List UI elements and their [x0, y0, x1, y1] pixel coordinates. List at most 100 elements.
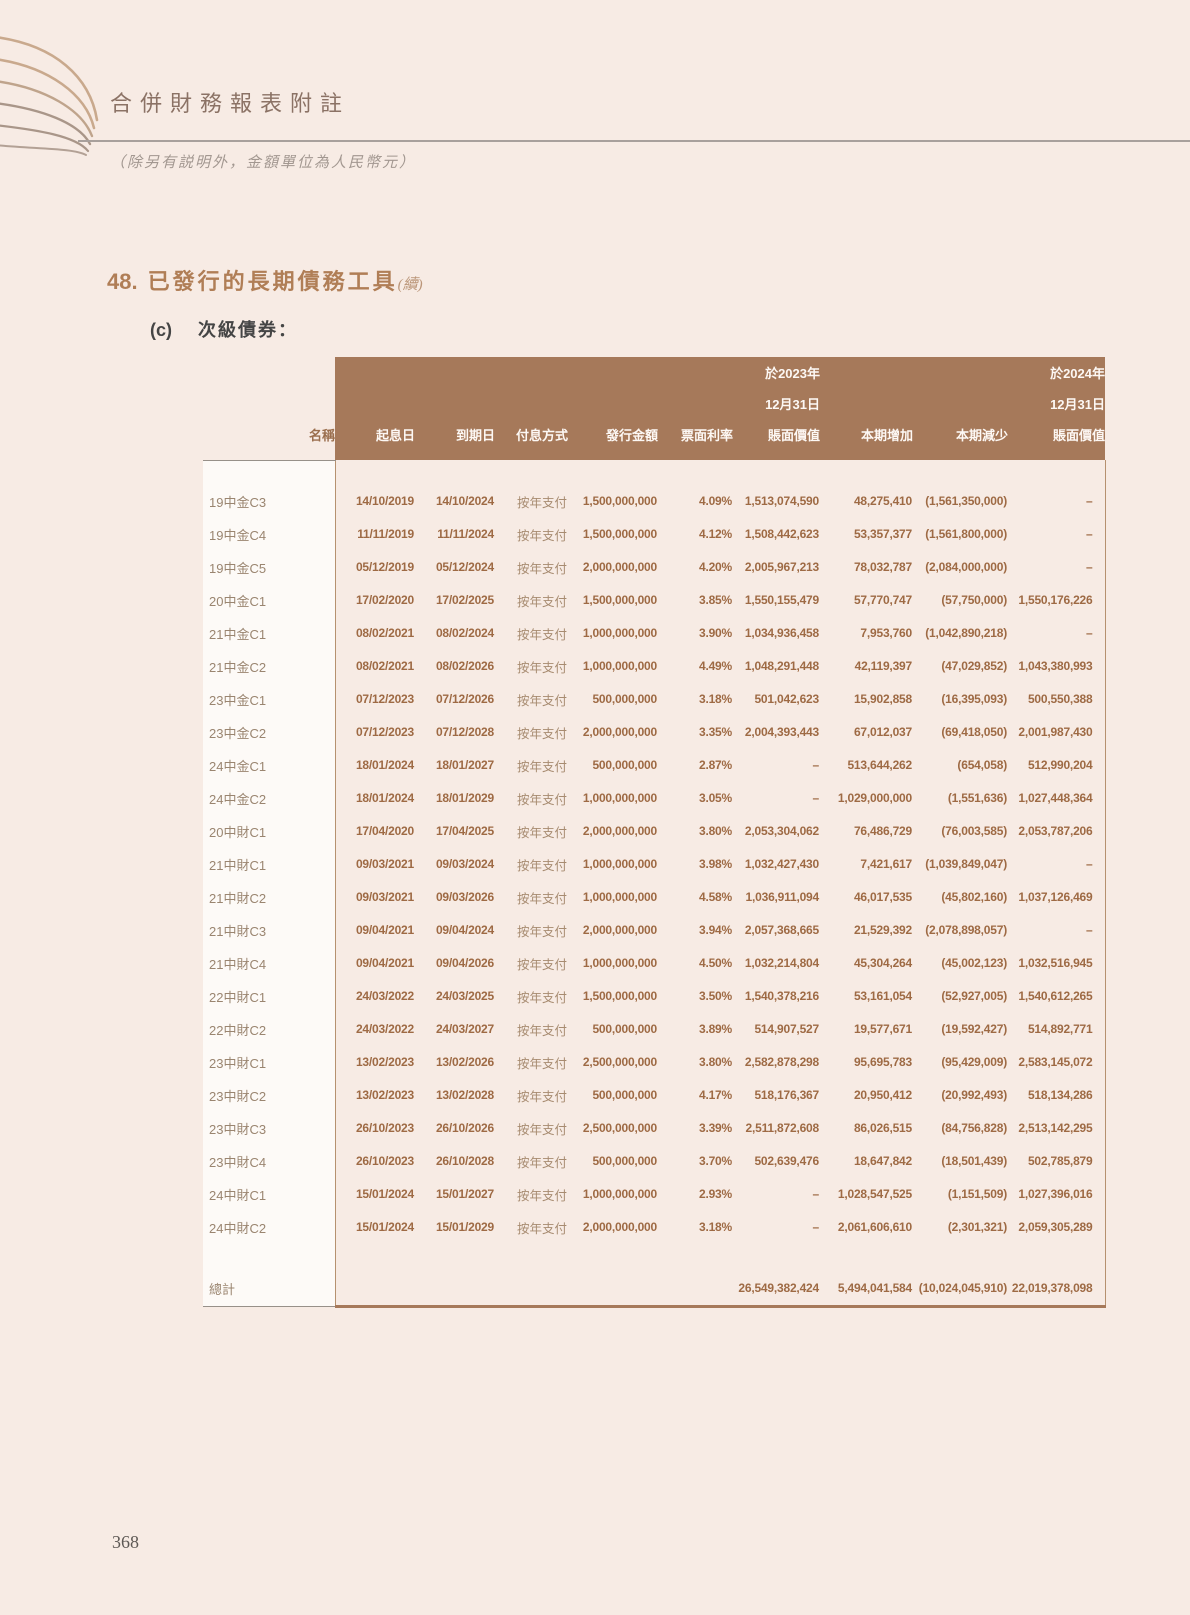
- bond-name-cell: 23中財C4: [203, 1144, 335, 1178]
- value-cell: 3.90%: [698, 626, 732, 640]
- header-coupon-rate: 票面利率: [658, 357, 733, 460]
- bond-name-cell: 23中財C1: [203, 1045, 335, 1079]
- value-cell: 7,953,760: [860, 626, 912, 640]
- subsection-label: (c): [150, 320, 172, 340]
- value-cell: 512,990,204: [1008, 748, 1106, 782]
- value-cell: 按年支付: [516, 1089, 567, 1104]
- value-cell: 09/03/2024: [435, 857, 494, 871]
- value-cell: (18,501,439): [941, 1154, 1007, 1168]
- value-cell: 2,500,000,000: [582, 1055, 657, 1069]
- bond-name-cell: 24中財C1: [203, 1177, 335, 1211]
- value-cell: 46,017,535: [853, 890, 912, 904]
- value-cell: 15/01/2027: [435, 1187, 494, 1201]
- value-cell: 1,500,000,000: [582, 494, 657, 508]
- value-cell: 2,057,368,665: [744, 923, 819, 937]
- value-cell: 14/10/2024: [435, 494, 494, 508]
- page-number: 368: [112, 1532, 139, 1552]
- value-cell: 3.18%: [698, 692, 732, 706]
- table-row: 21中財C3 09/04/2021 09/04/2024 按年支付 2,000,000,…: [203, 913, 1106, 947]
- value-cell: 07/12/2023: [334, 715, 415, 749]
- value-cell: 18,647,842: [853, 1154, 912, 1168]
- value-cell: (1,561,350,000): [925, 494, 1007, 508]
- value-cell: 15/01/2029: [435, 1220, 494, 1234]
- value-cell: 13/02/2028: [435, 1088, 494, 1102]
- value-cell: 1,550,176,226: [1008, 583, 1106, 617]
- value-cell: 18/01/2024: [334, 748, 415, 782]
- bond-name-cell: 23中金C1: [203, 682, 335, 716]
- value-cell: 1,027,448,364: [1008, 781, 1106, 815]
- value-cell: 17/02/2025: [435, 593, 494, 607]
- currency-note: （除另有説明外，金額單位為人民幣元）: [110, 155, 417, 171]
- value-cell: 按年支付: [516, 924, 567, 939]
- value-cell: 3.50%: [698, 989, 732, 1003]
- value-cell: 2,001,987,430: [1008, 715, 1106, 749]
- value-cell: 21,529,392: [853, 923, 912, 937]
- value-cell: 19,577,671: [853, 1022, 912, 1036]
- value-cell: 1,034,936,458: [744, 626, 819, 640]
- value-cell: 2.93%: [698, 1187, 732, 1201]
- value-cell: 08/02/2026: [435, 659, 494, 673]
- value-cell: 18/01/2027: [435, 758, 494, 772]
- value-cell: 500,000,000: [592, 1154, 657, 1168]
- value-cell: 1,500,000,000: [582, 527, 657, 541]
- value-cell: 2,511,872,608: [745, 1121, 820, 1135]
- value-cell: 3.70%: [698, 1154, 732, 1168]
- value-cell: –: [812, 791, 820, 805]
- table-row: 23中財C2 13/02/2023 13/02/2028 按年支付 500,000,00…: [203, 1078, 1106, 1112]
- table-row: 22中財C1 24/03/2022 24/03/2025 按年支付 1,500,000,…: [203, 979, 1106, 1013]
- value-cell: (2,301,321): [947, 1220, 1007, 1234]
- value-cell: (20,992,493): [941, 1088, 1007, 1102]
- value-cell: 4.12%: [698, 527, 732, 541]
- value-cell: 按年支付: [516, 627, 567, 642]
- value-cell: 500,000,000: [592, 692, 657, 706]
- value-cell: 按年支付: [516, 726, 567, 741]
- value-cell: 05/12/2024: [435, 560, 494, 574]
- value-cell: 1,513,074,590: [744, 494, 819, 508]
- value-cell: 2,000,000,000: [582, 824, 657, 838]
- total-decrease: (10,024,045,910): [913, 1270, 1008, 1308]
- value-cell: 1,540,612,265: [1008, 979, 1106, 1013]
- value-cell: 3.98%: [698, 857, 732, 871]
- value-cell: 17/02/2020: [334, 583, 415, 617]
- value-cell: –: [812, 758, 820, 772]
- section-48-heading: 48. 已發行的長期債務工具(續): [107, 264, 423, 296]
- value-cell: 1,000,000,000: [582, 626, 657, 640]
- value-cell: 09/03/2021: [334, 880, 415, 914]
- value-cell: 09/03/2021: [334, 847, 415, 881]
- header-payment-method: 付息方式: [495, 357, 568, 460]
- value-cell: 500,000,000: [592, 1088, 657, 1102]
- value-cell: 按年支付: [516, 1056, 567, 1071]
- value-cell: 按年支付: [516, 528, 567, 543]
- header-decrease: 本期減少: [913, 357, 1008, 460]
- table-row: 21中財C1 09/03/2021 09/03/2024 按年支付 1,000,000,…: [203, 847, 1106, 881]
- value-cell: (654,058): [957, 758, 1007, 772]
- value-cell: 11/11/2019: [334, 517, 415, 551]
- table-row: 21中財C2 09/03/2021 09/03/2026 按年支付 1,000,000,…: [203, 880, 1106, 914]
- value-cell: 09/04/2026: [435, 956, 494, 970]
- value-cell: 1,508,442,623: [744, 527, 819, 541]
- value-cell: (1,042,890,218): [925, 626, 1007, 640]
- value-cell: –: [1008, 517, 1106, 551]
- value-cell: 按年支付: [516, 990, 567, 1005]
- value-cell: 09/04/2021: [334, 946, 415, 980]
- table-row: 21中金C2 08/02/2021 08/02/2026 按年支付 1,000,000,…: [203, 649, 1106, 683]
- value-cell: 09/04/2021: [334, 913, 415, 947]
- value-cell: 08/02/2024: [435, 626, 494, 640]
- value-cell: 67,012,037: [853, 725, 912, 739]
- value-cell: 1,500,000,000: [582, 989, 657, 1003]
- bond-name-cell: 21中金C1: [203, 616, 335, 650]
- value-cell: 4.09%: [698, 494, 732, 508]
- value-cell: 4.50%: [698, 956, 732, 970]
- value-cell: 18/01/2024: [334, 781, 415, 815]
- value-cell: 1,540,378,216: [744, 989, 819, 1003]
- value-cell: 2,500,000,000: [582, 1121, 657, 1135]
- value-cell: (52,927,005): [941, 989, 1007, 1003]
- value-cell: 1,000,000,000: [582, 1187, 657, 1201]
- value-cell: 按年支付: [516, 1122, 567, 1137]
- value-cell: –: [812, 1187, 820, 1201]
- value-cell: 3.80%: [698, 824, 732, 838]
- value-cell: 按年支付: [516, 759, 567, 774]
- header-increase: 本期增加: [820, 357, 913, 460]
- value-cell: 2,053,304,062: [744, 824, 819, 838]
- table-row: 19中金C3 14/10/2019 14/10/2024 按年支付 1,500,000,…: [203, 484, 1106, 518]
